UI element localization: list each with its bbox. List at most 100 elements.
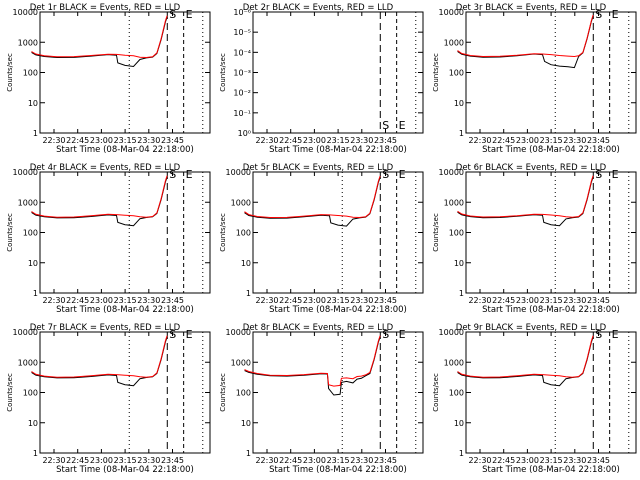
plot-frame: [465, 171, 637, 294]
marker-label-s: S: [382, 119, 389, 132]
x-tick-label: 23:30: [350, 456, 373, 465]
y-tick-label: 10⁻³: [233, 69, 251, 78]
series-lld-line: [457, 14, 594, 58]
marker-label-s: S: [382, 168, 389, 181]
x-tick-label: 23:15: [114, 296, 137, 305]
marker-label-s: S: [169, 328, 176, 341]
detector-panel-4: Det 4r BLACK = Events, RED = LLD 1 10 100 10…: [6, 163, 211, 315]
detector-panel-6: Det 6r BLACK = Events, RED = LLD 1 10 100 10…: [432, 163, 637, 315]
y-tick-label: 100: [449, 229, 464, 238]
marker-label-e: E: [399, 168, 406, 181]
series-lld-line: [457, 175, 594, 218]
y-axis-label: Counts/sec: [6, 373, 14, 412]
x-tick-label: 23:45: [374, 136, 397, 145]
x-axis-label: Start Time (08-Mar-04 22:18:00): [269, 465, 407, 475]
x-tick-label: 23:30: [350, 296, 373, 305]
y-axis-label: Counts/sec: [432, 53, 440, 92]
y-axis-label: Counts/sec: [6, 53, 14, 92]
series-events-line: [244, 177, 381, 227]
marker-label-e: E: [186, 8, 193, 21]
y-tick-label: 100: [236, 229, 251, 238]
series-events-line: [31, 177, 168, 227]
panel-title: Det 3r BLACK = Events, RED = LLD: [456, 3, 607, 13]
x-tick-label: 23:45: [587, 136, 610, 145]
marker-label-s: S: [595, 168, 602, 181]
x-tick-label: 23:15: [327, 296, 350, 305]
x-tick-label: 23:45: [161, 296, 184, 305]
x-tick-label: 23:45: [587, 296, 610, 305]
series-lld-line: [31, 175, 168, 218]
y-tick-label: 10000: [439, 8, 464, 17]
plot-frame: [39, 171, 211, 294]
y-tick-label: 10⁻¹: [233, 109, 251, 118]
x-tick-label: 22:45: [492, 456, 515, 465]
y-tick-label: 10: [241, 419, 251, 428]
series-events-line: [244, 337, 381, 396]
x-tick-label: 22:30: [255, 136, 278, 145]
x-tick-label: 23:00: [303, 456, 326, 465]
series-lld-line: [244, 175, 381, 219]
x-tick-label: 22:45: [66, 136, 89, 145]
y-tick-label: 100: [449, 69, 464, 78]
x-tick-label: 22:30: [468, 296, 491, 305]
y-tick-label: 100: [23, 389, 38, 398]
series-events-line: [457, 16, 594, 69]
x-tick-label: 22:30: [255, 296, 278, 305]
x-tick-label: 22:45: [66, 456, 89, 465]
x-tick-label: 22:30: [468, 136, 491, 145]
detector-panel-7: Det 7r BLACK = Events, RED = LLD 1 10 100 10…: [6, 323, 211, 475]
y-tick-label: 10000: [13, 328, 38, 337]
x-tick-label: 23:00: [516, 136, 539, 145]
panel-title: Det 5r BLACK = Events, RED = LLD: [243, 163, 394, 173]
x-tick-label: 23:00: [303, 136, 326, 145]
series-lld-line: [244, 335, 381, 387]
detector-panel-3: Det 3r BLACK = Events, RED = LLD 1 10 100 10…: [432, 3, 637, 155]
x-tick-label: 23:30: [137, 296, 160, 305]
y-tick-label: 100: [23, 229, 38, 238]
y-tick-label: 1000: [18, 198, 38, 207]
y-tick-label: 1: [33, 129, 38, 138]
y-tick-label: 1: [33, 449, 38, 458]
marker-label-s: S: [595, 8, 602, 21]
y-tick-label: 1: [246, 289, 251, 298]
y-tick-label: 1: [246, 449, 251, 458]
x-tick-label: 23:15: [540, 456, 563, 465]
y-axis-label: Counts/sec: [432, 213, 440, 252]
marker-label-e: E: [399, 119, 406, 132]
y-tick-label: 10: [454, 259, 464, 268]
y-tick-label: 1000: [231, 198, 251, 207]
x-tick-label: 23:15: [540, 136, 563, 145]
y-tick-label: 1: [459, 289, 464, 298]
marker-label-e: E: [186, 168, 193, 181]
detector-panel-5: Det 5r BLACK = Events, RED = LLD 1 10 100 10…: [219, 163, 424, 315]
series-events-line: [31, 337, 168, 387]
x-tick-label: 22:45: [279, 296, 302, 305]
x-tick-label: 22:45: [279, 456, 302, 465]
x-axis-label: Start Time (08-Mar-04 22:18:00): [56, 305, 194, 315]
y-tick-label: 10: [28, 419, 38, 428]
y-tick-label: 10000: [226, 168, 251, 177]
y-tick-label: 10⁻⁴: [233, 48, 251, 57]
y-axis-label: Counts/sec: [219, 373, 227, 412]
y-tick-label: 1: [33, 289, 38, 298]
x-axis-label: Start Time (08-Mar-04 22:18:00): [269, 305, 407, 315]
x-tick-label: 23:30: [350, 136, 373, 145]
y-tick-label: 100: [449, 389, 464, 398]
y-tick-label: 1000: [444, 198, 464, 207]
y-tick-label: 10: [241, 259, 251, 268]
panel-title: Det 9r BLACK = Events, RED = LLD: [456, 323, 607, 333]
x-tick-label: 22:45: [492, 136, 515, 145]
y-tick-label: 100: [23, 69, 38, 78]
y-tick-label: 10⁻⁶: [233, 8, 251, 17]
x-axis-label: Start Time (08-Mar-04 22:18:00): [56, 465, 194, 475]
plot-frame: [465, 11, 637, 134]
y-tick-label: 1000: [231, 358, 251, 367]
y-tick-label: 10⁰: [238, 129, 251, 138]
marker-label-e: E: [186, 328, 193, 341]
x-tick-label: 22:45: [66, 296, 89, 305]
panel-title: Det 7r BLACK = Events, RED = LLD: [30, 323, 181, 333]
y-axis-label: Counts/sec: [432, 373, 440, 412]
panel-title: Det 6r BLACK = Events, RED = LLD: [456, 163, 607, 173]
x-tick-label: 22:30: [42, 136, 65, 145]
